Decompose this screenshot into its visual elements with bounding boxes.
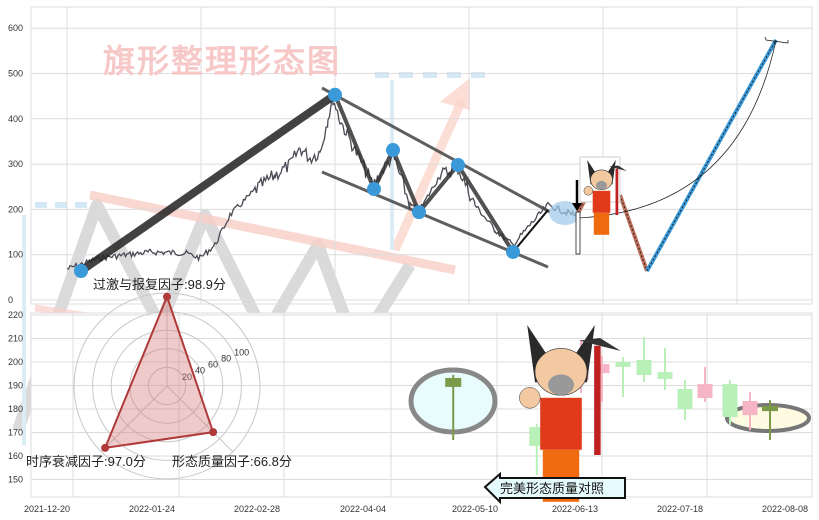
radar-ring-label: 80 — [221, 353, 231, 363]
radar-point — [101, 443, 110, 452]
mascot-muzzle — [548, 374, 574, 396]
candle-body — [762, 405, 778, 412]
y-tick-label: 190 — [8, 381, 23, 391]
pink-arrow-shaft — [390, 98, 467, 252]
mascot-fist — [583, 186, 593, 196]
marker-bar — [575, 211, 581, 255]
breakout-ellipse — [549, 201, 581, 225]
breakout-line — [512, 209, 549, 253]
candle-body — [445, 377, 462, 387]
y-tick-label: 100 — [8, 250, 23, 260]
watermark-title: 旗形整理形态图 — [103, 43, 341, 79]
radar-ring-label: 60 — [208, 360, 218, 370]
y-tick-label: 170 — [8, 428, 23, 438]
pickaxe-head — [609, 165, 627, 171]
y-tick-label: 210 — [8, 334, 23, 344]
candle-body — [657, 372, 673, 379]
top-price-panel: 0 100 200 300 400 500 600 — [8, 6, 813, 305]
y-tick-label: 500 — [8, 69, 23, 79]
x-tick-label: 2022-08-08 — [762, 504, 808, 514]
radar-factor-label: 时序衰减因子:97.0分 — [26, 454, 146, 469]
flag-zigzag — [333, 94, 515, 254]
radar-ring-label: 20 — [182, 372, 192, 382]
y-tick-label: 400 — [8, 114, 23, 124]
pickaxe-head — [579, 338, 621, 351]
flagpole-line — [78, 91, 338, 275]
callout-arrow: 完美形态质量对照 — [483, 471, 626, 505]
pivot-point — [328, 87, 342, 102]
bottom-candlestick-panel: 150 160 170 180 190 200 210 220 2021-12-20 2022-0… — [8, 310, 813, 514]
radar-spoke — [100, 385, 168, 453]
x-tick-label: 2022-01-24 — [129, 504, 175, 514]
channel-upper — [321, 86, 551, 214]
pivot-point — [74, 264, 88, 279]
mascot-legs — [593, 212, 610, 235]
y-tick-label: 300 — [8, 159, 23, 169]
mascot-muzzle — [596, 180, 607, 190]
x-tick-label: 2021-12-20 — [24, 504, 70, 514]
y-tick-label: 150 — [8, 475, 23, 485]
y-tick-label: 160 — [8, 451, 23, 461]
y-tick-label: 180 — [8, 404, 23, 414]
radar-area — [105, 296, 214, 448]
candle-body — [615, 362, 631, 367]
x-tick-label: 2022-05-10 — [452, 504, 498, 514]
radar-ring-label: 40 — [195, 366, 205, 376]
x-tick-label: 2022-02-28 — [234, 504, 280, 514]
candle-body — [697, 384, 713, 398]
pivot-point — [451, 158, 465, 173]
x-tick-label: 2022-07-18 — [657, 504, 703, 514]
mascot-body — [540, 397, 582, 450]
x-tick-label: 2022-06-13 — [552, 504, 598, 514]
plot-frame — [30, 6, 813, 305]
mascot-body — [592, 190, 611, 213]
pivot-point — [506, 244, 520, 259]
radar-point — [209, 428, 218, 437]
candle-body — [677, 389, 693, 409]
candle-body — [594, 364, 610, 374]
projection-up-dash — [646, 39, 777, 272]
price-line — [67, 94, 577, 270]
pivot-point — [412, 205, 426, 220]
radar-factor-label: 形态质量因子:66.8分 — [172, 454, 292, 469]
candle-body — [722, 384, 738, 417]
radar-factor-label: 过激与报复因子:98.9分 — [93, 277, 226, 292]
x-tick-label: 2022-04-04 — [340, 504, 386, 514]
callout-label: 完美形态质量对照 — [500, 481, 604, 496]
y-tick-label: 200 — [8, 204, 23, 214]
pink-arrow-head — [440, 78, 470, 110]
mascot-head — [590, 169, 613, 191]
y-tick-label: 600 — [8, 23, 23, 33]
radar-point — [163, 292, 171, 301]
y-tick-label: 0 — [8, 295, 13, 305]
down-arrow-head — [572, 203, 582, 211]
mascot-fist — [519, 387, 541, 409]
pink-band — [89, 190, 456, 275]
pivot-point — [386, 143, 400, 158]
radar-outline — [103, 293, 215, 450]
candle-body — [636, 359, 652, 375]
candle-body — [742, 401, 758, 416]
target-bracket — [764, 36, 789, 44]
radar-spoke — [166, 385, 234, 453]
y-tick-label: 200 — [8, 357, 23, 367]
y-tick-label: 220 — [8, 310, 23, 320]
pivot-point — [367, 182, 381, 197]
radar-ring-label: 100 — [234, 347, 249, 357]
